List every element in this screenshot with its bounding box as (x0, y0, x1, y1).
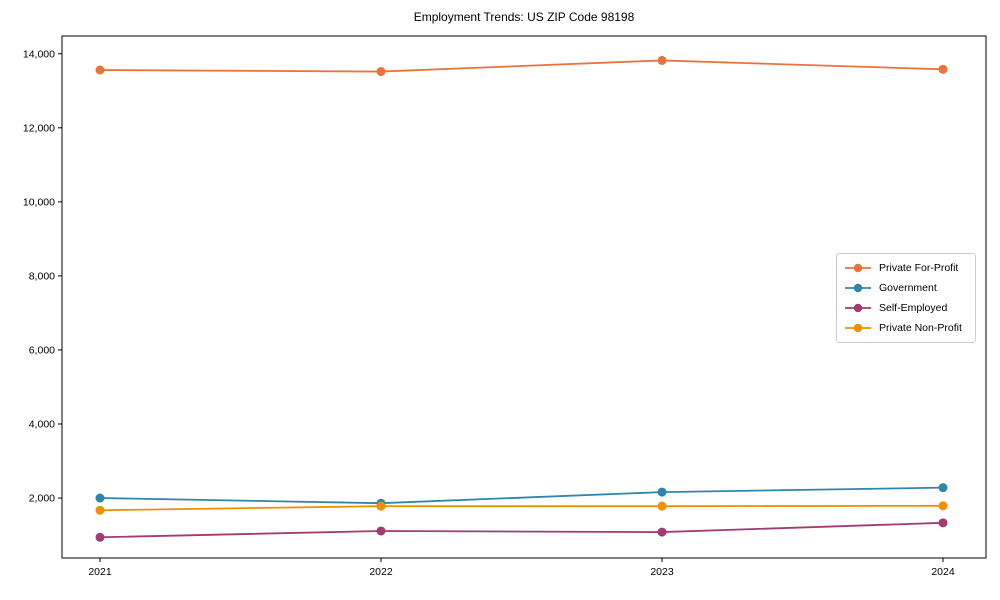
data-point-private-non-profit-2024 (938, 501, 948, 511)
x-axis-tick-label: 2023 (650, 566, 674, 578)
legend-marker-icon (845, 323, 871, 333)
x-axis-tick-label: 2022 (369, 566, 393, 578)
data-point-self-employed-2021 (95, 532, 105, 542)
y-axis-tick-label: 4,000 (29, 418, 55, 430)
chart-title: Employment Trends: US ZIP Code 98198 (413, 10, 635, 24)
data-point-private-non-profit-2021 (95, 505, 105, 515)
x-axis-tick-label: 2021 (88, 566, 112, 578)
y-axis-tick-label: 14,000 (23, 48, 55, 60)
legend-label: Self-Employed (879, 302, 948, 314)
legend-item-private-non-profit: Private Non-Profit (844, 320, 967, 336)
legend-marker-icon (845, 303, 871, 313)
data-point-private-for-profit-2022 (376, 67, 386, 77)
data-point-private-non-profit-2023 (657, 501, 667, 511)
data-point-private-for-profit-2023 (657, 55, 667, 65)
data-point-private-non-profit-2022 (376, 501, 386, 511)
legend-marker-icon (845, 263, 871, 273)
y-axis-tick-label: 10,000 (23, 196, 55, 208)
y-axis-tick-label: 12,000 (23, 122, 55, 134)
data-point-government-2021 (95, 493, 105, 503)
data-point-government-2023 (657, 487, 667, 497)
y-axis-tick-label: 2,000 (29, 493, 55, 505)
data-point-self-employed-2022 (376, 526, 386, 536)
legend-marker-icon (845, 283, 871, 293)
data-point-self-employed-2024 (938, 518, 948, 528)
legend-item-private-for-profit: Private For-Profit (844, 260, 967, 276)
series-line-government (99, 486, 944, 505)
legend: Private For-Profit Government Self-Employe… (836, 253, 976, 343)
legend-label: Private Non-Profit (879, 322, 962, 334)
data-point-self-employed-2023 (657, 527, 667, 537)
series-line-private-non-profit (99, 504, 944, 512)
legend-item-self-employed: Self-Employed (844, 300, 967, 316)
data-point-government-2024 (938, 483, 948, 493)
plot-border (61, 35, 987, 559)
legend-label: Government (879, 282, 937, 294)
series-line-self-employed (99, 521, 944, 539)
y-axis-tick-label: 6,000 (29, 344, 55, 356)
x-axis-tick-label: 2024 (931, 566, 955, 578)
data-point-private-for-profit-2024 (938, 64, 948, 74)
data-point-private-for-profit-2021 (95, 65, 105, 75)
series-line-private-for-profit (99, 59, 944, 73)
legend-label: Private For-Profit (879, 262, 959, 274)
legend-item-government: Government (844, 280, 967, 296)
y-axis-tick-label: 8,000 (29, 270, 55, 282)
